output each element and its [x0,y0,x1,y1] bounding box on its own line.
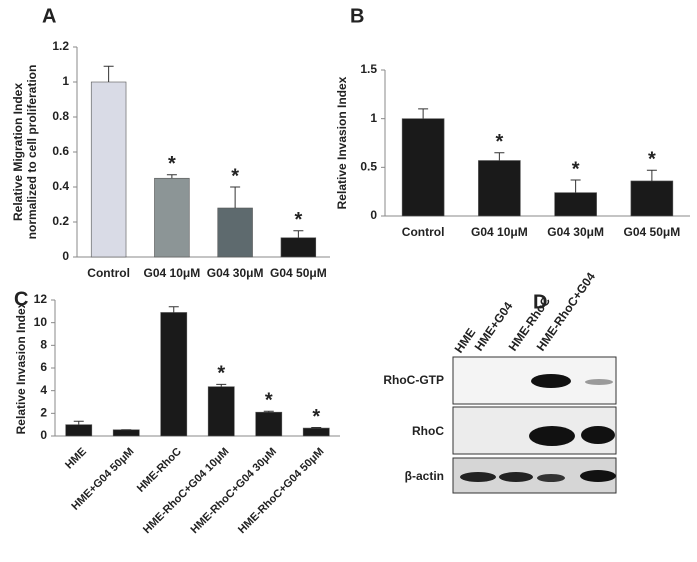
significance: * [168,153,176,175]
band [585,379,613,385]
bar [302,427,330,437]
bar [65,424,93,437]
row-label: RhoC [412,424,444,438]
panel-letter: B [350,5,364,27]
significance: * [217,363,225,385]
y-axis-label: Relative Invasion Index [335,76,349,209]
y-tick-label: 0.4 [52,179,69,193]
x-tick-label: G04 10μM [144,266,201,280]
x-tick-label: HME-RhoC+G04 50μM [236,446,326,536]
x-tick-label: G04 30μM [547,225,604,239]
panel-letter: C [14,288,28,310]
panel-letter: D [533,291,547,313]
bar [160,312,188,437]
bar [630,180,674,217]
x-tick-label: HME [63,446,89,472]
y-tick-label: 0 [40,428,47,442]
significance: * [231,165,239,187]
error-bar [73,420,84,425]
y-tick-label: 0.8 [52,109,69,123]
error-bar [570,179,581,193]
bar [217,207,253,258]
y-tick-label: 8 [40,338,47,352]
y-tick-label: 0 [62,249,69,263]
y-axis-label: Relative Migration Index [11,83,25,221]
y-axis-label: normalized to cell proliferation [25,65,39,240]
x-tick-label: G04 30μM [207,266,264,280]
y-tick-label: 2 [40,406,47,420]
bar [478,160,521,217]
x-tick-label: G04 50μM [624,225,681,239]
error-bar [646,169,657,181]
x-tick-label: G04 10μM [471,225,528,239]
significance: * [648,149,656,171]
significance: * [265,390,273,412]
y-tick-label: 0.6 [52,144,69,158]
band [581,426,615,444]
error-bar [166,174,177,179]
error-bar [230,186,241,208]
y-tick-label: 1.2 [52,39,69,53]
band [531,374,571,388]
band [580,470,616,482]
band [499,472,533,482]
row-label: RhoC-GTP [383,373,444,387]
y-tick-label: 10 [34,315,48,329]
bar [554,192,597,217]
significance: * [312,406,320,428]
x-tick-label: Control [87,266,130,280]
y-tick-label: 1 [62,74,69,88]
panel-letter: A [42,5,56,27]
error-bar [103,65,114,82]
y-tick-label: 0.2 [52,214,69,228]
x-tick-label: G04 50μM [270,266,327,280]
significance: * [572,158,580,180]
band [537,474,565,482]
significance: * [294,209,302,231]
bar [207,386,235,437]
bar [154,177,190,258]
y-tick-label: 4 [40,383,47,397]
blot-panel: D HME HME+G04 HME-RhoC HME-RhoC+G04 RhoC… [383,270,617,494]
error-bar [216,383,227,387]
y-tick-label: 6 [40,360,47,374]
bar [401,118,445,217]
error-bar [263,410,274,413]
bar [90,81,127,258]
x-tick-label: HME-RhoC+G04 30μM [189,446,279,536]
y-tick-label: 0.5 [360,160,377,174]
bar [280,237,317,258]
error-bar [311,427,322,429]
bar [255,411,283,437]
x-tick-label: Control [402,225,445,239]
error-bar [168,306,179,313]
x-tick-label: HME-RhoC [135,446,184,495]
row-label: β-actin [405,469,444,483]
x-tick-label: HME-RhoC+G04 10μM [141,446,231,536]
y-axis-label: Relative Invasion Index [14,301,28,434]
error-bar [293,230,304,238]
band [460,472,496,482]
y-tick-label: 1 [370,111,377,125]
error-bar [494,152,505,161]
y-tick-label: 0 [370,208,377,222]
error-bar [418,108,429,119]
y-tick-label: 1.5 [360,62,377,76]
significance: * [495,131,503,153]
band [529,426,575,446]
bar [112,429,140,437]
y-tick-label: 12 [34,292,48,306]
